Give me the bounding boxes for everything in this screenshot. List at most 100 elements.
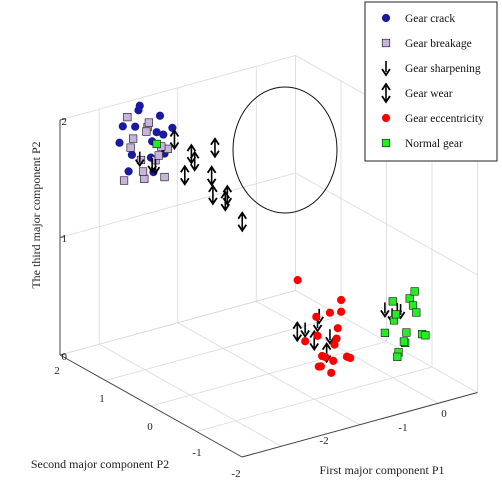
arrow-head-down <box>309 343 319 352</box>
point-normal-gear <box>408 301 418 310</box>
point-normal-gear <box>405 294 414 303</box>
point-gear-wear <box>206 165 217 187</box>
point-gear-sharpening <box>380 302 390 319</box>
point-gear-eccentricity <box>332 334 341 343</box>
point-normal-gear <box>388 297 397 306</box>
point-gear-wear <box>208 184 218 206</box>
point-gear-crack <box>115 138 124 147</box>
arrow-head-up <box>292 321 303 330</box>
arrow-head <box>381 68 391 77</box>
point-gear-eccentricity <box>337 295 346 305</box>
arrow-head-down <box>180 177 190 186</box>
point-gear-crack <box>124 167 133 176</box>
arrow-head <box>312 324 323 333</box>
legend-marker-gear-breakage <box>381 38 391 48</box>
legend-label-gear-eccentricity: Gear eccentricity <box>405 113 484 125</box>
y-tick-label: -2 <box>231 468 240 480</box>
point-gear-breakage <box>129 134 138 143</box>
arrow-head-down <box>210 150 220 159</box>
y-tick-label: 2 <box>54 365 60 377</box>
y-tick-label: 0 <box>147 421 153 433</box>
point-normal-gear <box>412 308 421 317</box>
point-gear-breakage <box>160 172 169 182</box>
arrow-head-down <box>189 163 200 172</box>
arrow-head <box>135 159 145 168</box>
point-gear-eccentricity <box>325 308 335 317</box>
legend-label-gear-wear: Gear wear <box>405 88 453 100</box>
legend-label-gear-crack: Gear crack <box>405 13 455 25</box>
point-normal-gear <box>393 352 402 361</box>
arrow-head-up <box>321 342 332 351</box>
point-gear-wear <box>210 137 220 159</box>
arrow-head-down <box>220 203 231 212</box>
legend-marker-gear-crack <box>381 13 391 23</box>
arrow-head-up <box>186 143 197 152</box>
point-gear-wear <box>220 190 231 212</box>
arrow-head-up <box>208 184 218 193</box>
point-gear-wear <box>180 164 190 186</box>
point-normal-gear <box>410 287 419 296</box>
legend-label-gear-sharpening: Gear sharpening <box>405 63 481 75</box>
point-normal-gear <box>399 337 409 346</box>
arrow-head <box>150 166 161 175</box>
point-gear-crack <box>155 111 165 120</box>
legend-label-gear-breakage: Gear breakage <box>405 38 472 50</box>
point-gear-eccentricity <box>321 353 330 362</box>
x-tick-label: 0 <box>441 408 447 420</box>
point-gear-sharpening <box>135 151 145 168</box>
point-gear-eccentricity <box>312 312 321 321</box>
point-normal-gear <box>380 328 390 338</box>
point-gear-wear <box>169 128 180 151</box>
point-gear-crack <box>135 101 144 110</box>
point-normal-gear <box>421 331 430 340</box>
arrow-head-down <box>169 141 180 151</box>
z-tick-label: 0 <box>62 351 68 363</box>
point-gear-crack <box>131 122 140 131</box>
point-gear-breakage <box>138 167 148 176</box>
legend: Gear crack Gear breakage Gear sharpening… <box>364 1 498 162</box>
point-normal-gear <box>152 139 161 149</box>
point-gear-wear <box>292 321 303 343</box>
point-gear-eccentricity <box>327 368 336 377</box>
point-gear-eccentricity <box>316 362 325 371</box>
z-tick <box>59 236 66 238</box>
arrow-head-up <box>206 165 217 174</box>
arrow-head-down <box>206 178 217 187</box>
legend-marker-gear-sharpening <box>381 61 391 77</box>
z-tick-label: 1 <box>62 233 68 245</box>
point-gear-sharpening <box>150 159 161 175</box>
arrow-head-up <box>220 190 231 199</box>
arrow-head-down <box>292 334 303 343</box>
point-gear-breakage <box>119 176 129 185</box>
z-axis-label: The third major component P2 <box>29 141 43 288</box>
x-axis-line <box>241 392 478 458</box>
point-normal-gear <box>391 310 401 319</box>
point-gear-crack <box>152 128 161 137</box>
arrow-head-up <box>237 211 247 220</box>
legend-marker-gear-eccentricity <box>381 113 391 123</box>
arrow-head <box>380 309 390 319</box>
y-tick-label: 1 <box>99 393 105 405</box>
arrow-head-up <box>180 164 190 173</box>
point-gear-crack <box>127 150 136 159</box>
z-tick <box>59 118 66 121</box>
point-gear-eccentricity <box>313 331 322 340</box>
legend-box <box>364 1 498 162</box>
grid-line <box>256 300 439 404</box>
axes-box <box>59 118 478 458</box>
arrow-head-down <box>237 224 247 233</box>
arrow-head-up <box>169 128 180 137</box>
grid-line <box>99 343 282 447</box>
point-gear-eccentricity <box>293 276 302 285</box>
point-gear-sharpening <box>300 322 310 339</box>
x-tick-label: -2 <box>319 435 328 447</box>
arrow-head-down <box>381 95 391 104</box>
cluster-ellipse <box>232 86 338 214</box>
arrow-head-up <box>381 82 391 91</box>
y-axis-ticks: 2 1 0 -1 -2 <box>54 365 240 480</box>
legend-label-normal-gear: Normal gear <box>405 138 463 150</box>
arrow-head-up <box>210 137 220 146</box>
point-gear-eccentricity <box>329 356 338 365</box>
point-gear-wear <box>237 211 247 233</box>
legend-marker-gear-wear <box>381 82 391 104</box>
